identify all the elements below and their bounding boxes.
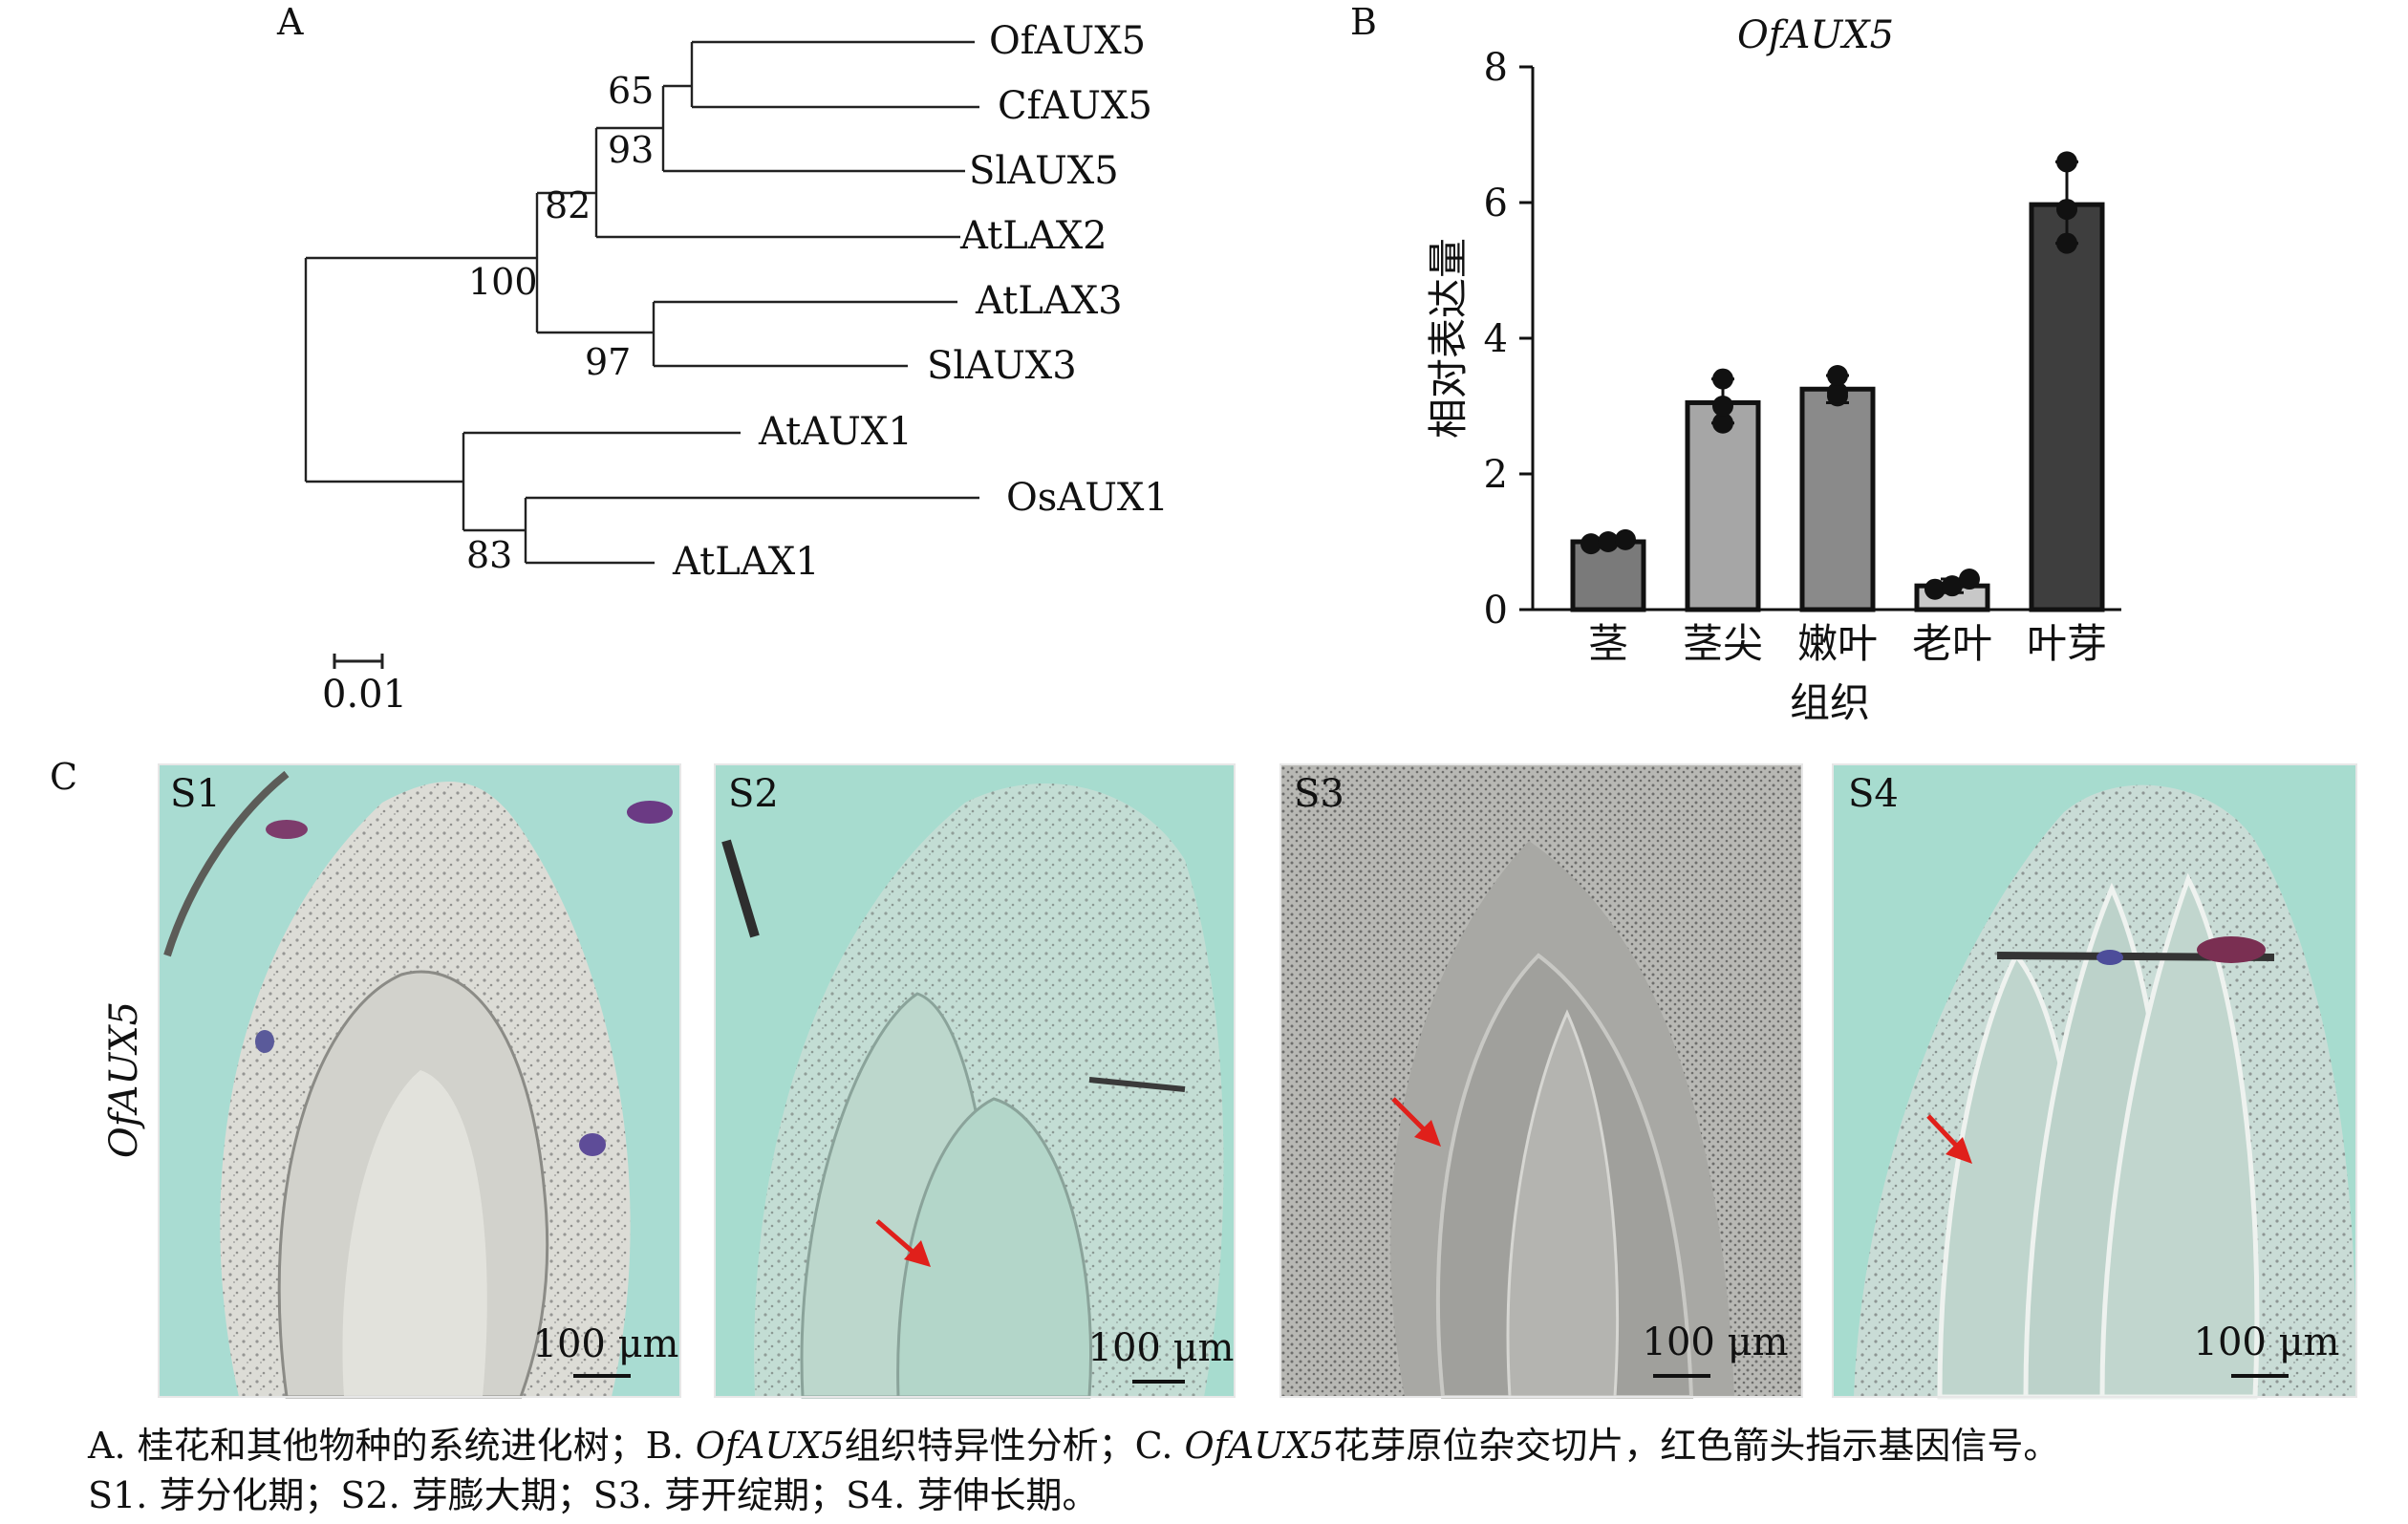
signal-arrowhead — [1946, 1137, 1972, 1164]
replicate-point — [1712, 396, 1733, 417]
stage-label: S2 — [728, 772, 779, 816]
x-tick-label: 茎 — [1588, 620, 1628, 667]
y-tick-label: 4 — [1484, 317, 1508, 361]
chart-title: OfAUX5 — [1737, 13, 1894, 57]
bar — [1799, 386, 1876, 612]
bootstrap-value: 100 — [468, 261, 538, 303]
x-tick-label: 嫩叶 — [1797, 620, 1878, 667]
tip-label: OfAUX5 — [989, 19, 1146, 63]
tip-label: CfAUX5 — [998, 84, 1152, 128]
y-tick-label: 0 — [1484, 589, 1508, 633]
replicate-points — [1580, 151, 2077, 600]
panel-label-b: B — [1350, 1, 1377, 43]
x-axis-label: 组织 — [1790, 679, 1870, 726]
stage-label: S1 — [170, 772, 221, 816]
tip-label: OsAUX1 — [1006, 476, 1169, 520]
bootstrap-value: 65 — [608, 70, 654, 112]
replicate-point — [1712, 368, 1733, 390]
panel-label-a: A — [276, 1, 304, 43]
bootstrap-value: 83 — [466, 534, 512, 576]
scale-bar-label: 100 μm — [533, 1322, 679, 1366]
bar — [1685, 399, 1761, 612]
tip-label: AtLAX1 — [672, 540, 820, 584]
panel-label-c: C — [50, 756, 77, 798]
bar — [2029, 202, 2105, 612]
caption-text: A. 桂花和其他物种的系统进化树；B. — [88, 1425, 696, 1467]
replicate-point — [2056, 232, 2077, 254]
phylogenetic-tree — [304, 40, 979, 565]
signal-arrowhead — [1414, 1120, 1441, 1147]
replicate-point — [1712, 412, 1733, 434]
stage-label: S3 — [1294, 772, 1344, 816]
caption-text: 组织特异性分析；C. — [844, 1425, 1185, 1467]
replicate-point — [2056, 199, 2077, 221]
x-tick-label: 茎尖 — [1683, 620, 1763, 667]
replicate-point — [1827, 365, 1848, 387]
stage-label: S4 — [1848, 772, 1899, 816]
bootstrap-values: 65 93 82 100 97 83 — [466, 70, 654, 576]
bars — [1570, 202, 2105, 612]
x-tick-label: 叶芽 — [2027, 620, 2107, 667]
scale-bar-label: 100 μm — [1643, 1320, 1789, 1364]
replicate-point — [1942, 575, 1963, 597]
figure-caption-line-1: A. 桂花和其他物种的系统进化树；B. OfAUX5组织特异性分析；C. OfA… — [88, 1421, 2381, 1470]
micrograph-s4: S4 100 μm — [1832, 763, 2357, 1400]
replicate-point — [1615, 528, 1636, 550]
scale-bar-label: 0.01 — [322, 673, 407, 717]
micrograph-s3: S3 100 μm — [1279, 763, 1803, 1399]
replicate-point — [1598, 531, 1619, 552]
signal-arrowhead — [904, 1240, 931, 1267]
tip-label: SlAUX5 — [969, 149, 1119, 193]
expression-bar-chart: 0 2 4 6 8 茎 茎尖 嫩叶 老叶 叶芽 相对表达量 组织 — [1425, 46, 2121, 726]
x-tick-labels: 茎 茎尖 嫩叶 老叶 叶芽 — [1588, 620, 2107, 667]
tip-label: AtLAX3 — [975, 279, 1123, 323]
figure-caption-line-2: S1. 芽分化期；S2. 芽膨大期；S3. 芽开绽期；S4. 芽伸长期。 — [88, 1474, 1099, 1516]
y-ticks: 0 2 4 6 8 — [1484, 46, 1533, 633]
replicate-point — [1959, 569, 1980, 590]
bootstrap-value: 97 — [585, 341, 631, 383]
scale-bar-label: 100 μm — [2194, 1320, 2340, 1364]
micrograph-row-label: OfAUX5 — [102, 1001, 146, 1158]
y-axis-label: 相对表达量 — [1425, 238, 1472, 439]
replicate-point — [1924, 578, 1946, 600]
caption-text: 花芽原位杂交切片，红色箭头指示基因信号。 — [1333, 1425, 2060, 1467]
bootstrap-value: 82 — [545, 184, 591, 226]
micrograph-s1: S1 100 μm — [158, 763, 681, 1399]
gene-name: OfAUX5 — [1184, 1425, 1334, 1467]
y-tick-label: 6 — [1484, 182, 1508, 225]
replicate-point — [2056, 151, 2077, 173]
tree-tip-labels: OfAUX5 CfAUX5 SlAUX5 AtLAX2 AtLAX3 SlAUX… — [672, 19, 1169, 584]
tip-label: SlAUX3 — [927, 344, 1077, 388]
bootstrap-value: 93 — [608, 129, 654, 171]
scale-bar-label: 100 μm — [1088, 1326, 1235, 1370]
y-tick-label: 2 — [1484, 453, 1508, 497]
micrograph-s2: S2 100 μm — [714, 763, 1236, 1399]
tip-label: AtLAX2 — [959, 214, 1107, 258]
y-tick-label: 8 — [1484, 46, 1508, 90]
replicate-point — [1827, 381, 1848, 403]
tree-scale-bar: 0.01 — [322, 654, 407, 717]
tip-label: AtAUX1 — [758, 410, 913, 454]
replicate-point — [1580, 533, 1602, 555]
gene-name: OfAUX5 — [695, 1425, 845, 1467]
x-tick-label: 老叶 — [1912, 620, 1992, 667]
